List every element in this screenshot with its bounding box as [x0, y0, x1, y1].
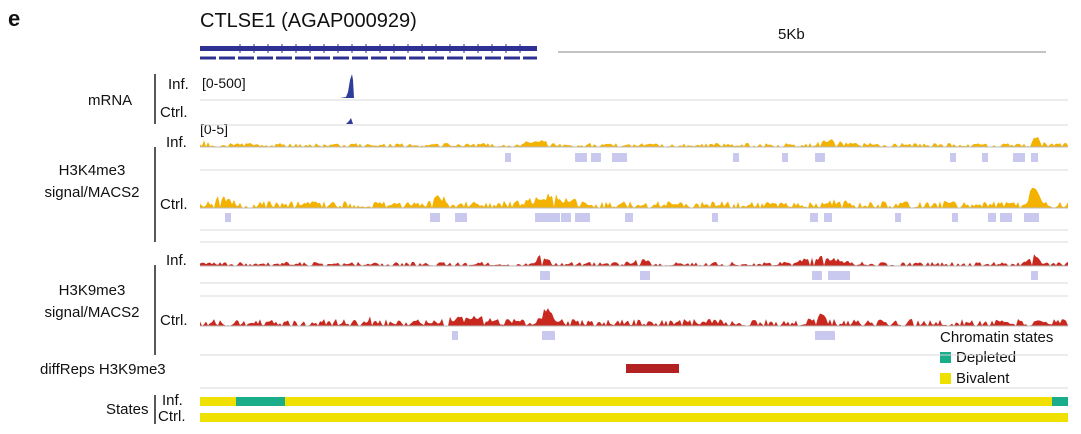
h3k4me3-inf-peak: [591, 153, 601, 162]
h3k4me3-inf-peak: [982, 153, 988, 162]
mrna-row-label: mRNA: [88, 92, 133, 109]
states-inf-depleted: [1052, 397, 1068, 406]
legend-title: Chromatin states: [940, 329, 1054, 346]
h3k4me3-ctrl-peak: [1024, 213, 1039, 222]
h3k9me3-inf-peak: [828, 271, 850, 280]
h3k4me3-inf-peak: [612, 153, 627, 162]
h3k4me3-inf-peak: [1013, 153, 1025, 162]
h3k4me3-ctrl-peak: [561, 213, 571, 222]
h3k4me3-inf-peak: [950, 153, 956, 162]
states-ctrl-label: Ctrl.: [158, 408, 186, 425]
h3k4me3-ctrl-peak: [455, 213, 467, 222]
h3k4me3-ctrl-peak: [810, 213, 818, 222]
legend-item-depleted: Depleted: [940, 349, 1053, 366]
legend-item-bivalent: Bivalent: [940, 370, 1053, 387]
h3k9me3-inf-peak: [540, 271, 550, 280]
gene-title: CTLSE1 (AGAP000929): [200, 10, 417, 32]
h3k4me3-label-line1: H3K4me3: [58, 162, 126, 179]
h3k9me3-inf-peak: [1031, 271, 1038, 280]
h3k9me3-ctrl-peak: [542, 331, 555, 340]
h3k9me3-label-line2: signal/MACS2: [44, 304, 140, 321]
h3k4me3-inf-peak: [505, 153, 511, 162]
h3k4me3-inf-peak: [733, 153, 739, 162]
h3k9me3-row-label: H3K9me3 signal/MACS2: [32, 280, 152, 324]
h3k4me3-ctrl-label: Ctrl.: [160, 196, 188, 213]
h3k4me3-ctrl-peak: [895, 213, 901, 222]
states-inf-depleted: [236, 397, 285, 406]
mrna-ctrl-signal: [346, 118, 353, 124]
h3k4me3-ctrl-peak: [952, 213, 958, 222]
h3k9me3-ctrl-signal: [200, 308, 1068, 326]
legend: Chromatin states Depleted Bivalent: [940, 329, 1053, 387]
legend-label-depleted: Depleted: [956, 349, 1017, 366]
h3k9me3-ctrl-peak: [452, 331, 458, 340]
gene-model-exons: [200, 46, 537, 51]
mrna-inf-signal: [340, 74, 354, 98]
states-inf-label: Inf.: [162, 392, 183, 409]
h3k9me3-inf-peak: [812, 271, 822, 280]
h3k4me3-ctrl-peak: [430, 213, 440, 222]
states-inf-bivalent: [200, 397, 1068, 406]
h3k9me3-inf-peak: [640, 271, 650, 280]
legend-swatch-bivalent: [940, 373, 951, 384]
h3k4me3-ctrl-peak: [575, 213, 590, 222]
h3k4me3-row-label: H3K4me3 signal/MACS2: [32, 160, 152, 204]
mrna-ctrl-label: Ctrl.: [160, 104, 188, 121]
h3k4me3-inf-peak: [575, 153, 587, 162]
diffreps-label: diffReps H3K9me3: [40, 361, 166, 378]
h3k9me3-inf-signal: [200, 254, 1068, 266]
legend-swatch-depleted: [940, 352, 951, 363]
mrna-range-label: [0-500]: [202, 75, 246, 91]
h3k9me3-ctrl-peak: [815, 331, 835, 340]
h3k9me3-label-line1: H3K9me3: [58, 282, 126, 299]
h3k4me3-label-line2: signal/MACS2: [44, 184, 140, 201]
h3k4me3-ctrl-peak: [535, 213, 560, 222]
states-ctrl-bivalent: [200, 413, 1068, 422]
h3k9me3-ctrl-label: Ctrl.: [160, 312, 188, 329]
h3k4me3-inf-peak: [782, 153, 788, 162]
h3k4me3-inf-signal: [200, 136, 1068, 147]
h3k4me3-inf-label: Inf.: [166, 134, 187, 151]
h3k4me3-ctrl-peak: [225, 213, 231, 222]
h3k9me3-inf-label: Inf.: [166, 252, 187, 269]
h3k4me3-ctrl-peak: [712, 213, 718, 222]
h3k4me3-ctrl-peak: [625, 213, 633, 222]
h3k4me3-ctrl-peak: [988, 213, 996, 222]
scale-label: 5Kb: [778, 26, 805, 43]
states-label: States: [106, 401, 149, 418]
mrna-inf-label: Inf.: [168, 76, 189, 93]
panel-label: e: [8, 6, 21, 31]
h3k4me3-ctrl-peak: [824, 213, 832, 222]
diffreps-region: [626, 364, 679, 373]
h3k4me3-ctrl-signal: [200, 188, 1068, 208]
h3k4me3-inf-peak: [1031, 153, 1038, 162]
h3k4me3-ctrl-peak: [1000, 213, 1012, 222]
h3k4me3-inf-peak: [815, 153, 825, 162]
legend-label-bivalent: Bivalent: [956, 370, 1010, 387]
